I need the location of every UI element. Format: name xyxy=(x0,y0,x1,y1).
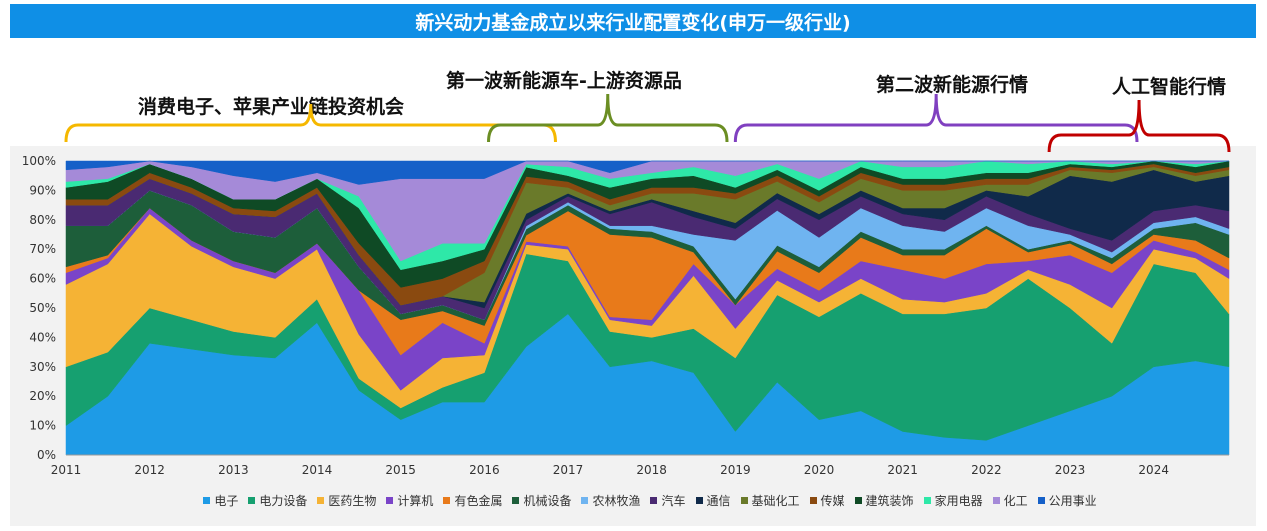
legend-swatch xyxy=(512,497,520,504)
legend-label: 公用事业 xyxy=(1048,494,1097,508)
legend-label: 家用电器 xyxy=(934,494,983,508)
legend-label: 通信 xyxy=(706,494,731,508)
annotation-label-ai-rally: 人工智能行情 xyxy=(1112,76,1227,98)
x-tick-label: 2015 xyxy=(385,463,416,477)
legend-label: 建筑装饰 xyxy=(865,494,914,508)
legend-item: 基础化工 xyxy=(740,492,800,509)
annotation-brace-2 xyxy=(733,93,1139,143)
y-tick-label: 80% xyxy=(29,213,56,227)
legend-label: 计算机 xyxy=(397,494,434,508)
x-tick-label: 2021 xyxy=(887,463,918,477)
legend-swatch xyxy=(809,497,817,504)
legend-item: 化工 xyxy=(992,492,1028,509)
legend-item: 通信 xyxy=(695,492,731,509)
legend-item: 医药生物 xyxy=(317,492,376,509)
legend-swatch xyxy=(923,497,931,504)
legend-item: 建筑装饰 xyxy=(854,492,914,509)
legend-label: 汽车 xyxy=(661,494,686,508)
legend-label: 医药生物 xyxy=(328,494,377,508)
x-tick-label: 2013 xyxy=(218,463,249,477)
legend-swatch xyxy=(386,497,394,504)
annotation-brace-3 xyxy=(1047,99,1231,153)
legend-label: 传媒 xyxy=(820,494,845,508)
series-areas xyxy=(65,160,1230,456)
legend-item: 家用电器 xyxy=(923,492,983,509)
y-tick-label: 70% xyxy=(29,242,56,256)
legend-item: 计算机 xyxy=(386,492,433,509)
legend-swatch xyxy=(248,497,256,504)
annotation-brace-1 xyxy=(487,93,729,143)
legend-swatch xyxy=(695,497,703,504)
x-tick-label: 2017 xyxy=(553,463,584,477)
legend-item: 有色金属 xyxy=(443,492,502,509)
annotation-braces xyxy=(64,93,1231,153)
x-tick-label: 2011 xyxy=(51,463,82,477)
legend-item: 机械设备 xyxy=(512,492,571,509)
legend-item: 汽车 xyxy=(650,492,686,509)
y-tick-label: 0% xyxy=(37,448,56,462)
legend-label: 电力设备 xyxy=(259,494,308,508)
legend-label: 基础化工 xyxy=(751,494,800,508)
legend-swatch xyxy=(740,497,748,504)
y-tick-label: 100% xyxy=(22,154,56,168)
area-series-14 xyxy=(65,160,1229,185)
legend-swatch xyxy=(203,497,211,504)
legend-label: 机械设备 xyxy=(523,494,572,508)
legend-swatch xyxy=(650,497,658,504)
legend-item: 公用事业 xyxy=(1037,492,1097,509)
y-tick-label: 20% xyxy=(29,389,56,403)
x-tick-label: 2018 xyxy=(636,463,667,477)
x-tick-label: 2022 xyxy=(971,463,1002,477)
y-tick-label: 60% xyxy=(29,272,56,286)
legend-label: 有色金属 xyxy=(454,494,503,508)
x-tick-label: 2019 xyxy=(720,463,751,477)
legend-swatch xyxy=(1037,497,1045,504)
legend-swatch xyxy=(317,497,325,504)
x-tick-label: 2024 xyxy=(1138,463,1169,477)
x-tick-label: 2020 xyxy=(804,463,835,477)
y-tick-label: 30% xyxy=(29,360,56,374)
y-tick-label: 10% xyxy=(29,419,56,433)
annotation-brace-0 xyxy=(64,103,557,143)
legend: 电子 电力设备 医药生物 计算机 有色金属 机械设备 农林牧渔 汽车 通信 基础化工 传媒 建筑装饰 家… xyxy=(130,492,1170,509)
y-tick-label: 50% xyxy=(29,301,56,315)
x-tick-label: 2014 xyxy=(302,463,333,477)
legend-swatch xyxy=(854,497,862,504)
legend-item: 传媒 xyxy=(809,492,845,509)
annotation-label-consumer-electronics: 消费电子、苹果产业链投资机会 xyxy=(138,96,405,118)
legend-item: 农林牧渔 xyxy=(581,492,640,509)
x-tick-label: 2023 xyxy=(1055,463,1086,477)
legend-label: 电子 xyxy=(214,494,239,508)
x-tick-label: 2012 xyxy=(134,463,165,477)
annotation-label-second-ev-wave: 第二波新能源行情 xyxy=(876,74,1029,96)
annotation-label-first-ev-wave: 第一波新能源车-上游资源品 xyxy=(446,70,682,92)
legend-swatch xyxy=(992,497,1000,504)
legend-swatch xyxy=(581,497,589,504)
legend-item: 电力设备 xyxy=(248,492,307,509)
x-tick-label: 2016 xyxy=(469,463,500,477)
legend-swatch xyxy=(443,497,451,504)
axes: 0% 10% 20% 30% 40% 50% 60% 70% 80% 90% 100% 2011 201… xyxy=(22,154,1229,477)
legend-label: 农林牧渔 xyxy=(592,494,641,508)
chart-title: 新兴动力基金成立以来行业配置变化(申万一级行业) xyxy=(10,4,1256,38)
legend-item: 电子 xyxy=(203,492,238,509)
y-tick-label: 40% xyxy=(29,330,56,344)
y-tick-label: 90% xyxy=(29,183,56,197)
legend-label: 化工 xyxy=(1003,494,1028,508)
